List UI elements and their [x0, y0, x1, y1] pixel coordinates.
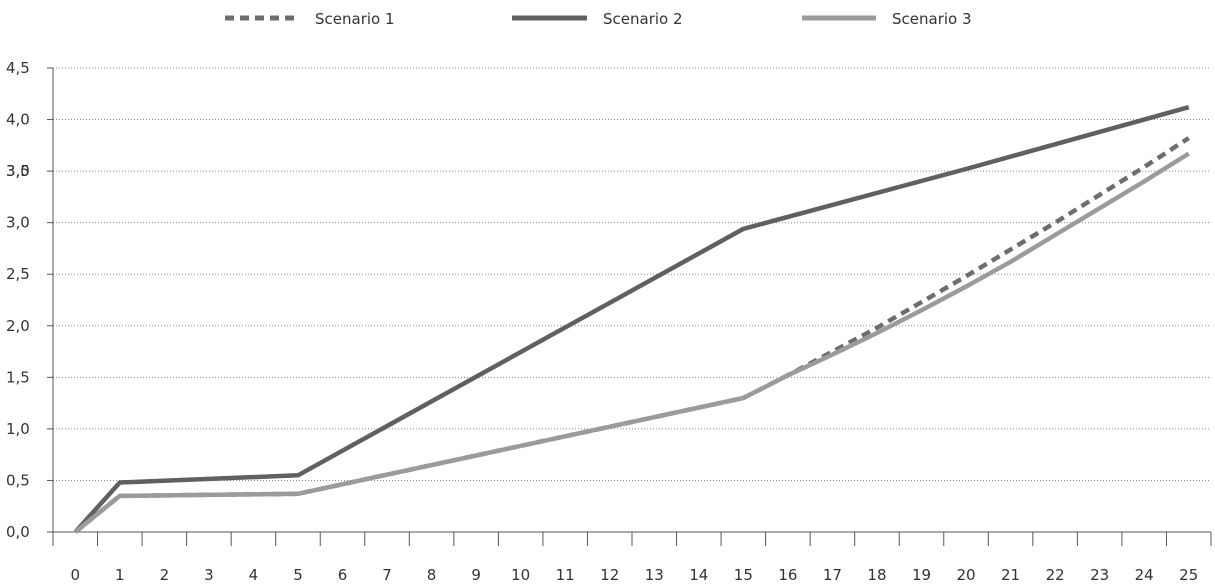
legend-item-scenario-1: Scenario 1: [225, 10, 395, 28]
x-tick-label: 19: [912, 566, 931, 584]
legend-label-scenario-1: Scenario 1: [315, 10, 395, 28]
x-tick-label: 4: [249, 566, 259, 584]
y-tick-label: 0,5: [6, 471, 30, 489]
x-tick-label: 12: [600, 566, 619, 584]
x-tick-label: 0: [70, 566, 80, 584]
y-tick-label: 4,0: [6, 111, 30, 129]
x-tick-label: 2: [160, 566, 170, 584]
series-line-3: [73, 151, 1190, 534]
x-tick-label: 25: [1179, 566, 1198, 584]
x-tick-label: 10: [511, 566, 530, 584]
x-tick-label: 17: [823, 566, 842, 584]
y-tick-label-overlap: 3,0: [6, 162, 30, 180]
series-line-1: [73, 136, 1190, 534]
x-tick-label: 13: [645, 566, 664, 584]
y-tick-label: 2,0: [6, 317, 30, 335]
x-axis: 0 1 2 3 4 5 6 7 8 9 10 11 12 13 14 15 16 17 18 19 20 21 22 23 24…: [52, 531, 1212, 584]
legend-label-scenario-3: Scenario 3: [892, 10, 972, 28]
y-tick-label: 3,5: [6, 162, 30, 180]
gridlines: [53, 67, 1211, 481]
x-tick-label: 22: [1046, 566, 1065, 584]
y-tick-label: 1,0: [6, 420, 30, 438]
x-tick-label: 18: [867, 566, 886, 584]
x-tick-label: 21: [1001, 566, 1020, 584]
x-tick-label: 1: [115, 566, 125, 584]
x-tick-label: 16: [778, 566, 797, 584]
x-tick-label: 9: [471, 566, 481, 584]
x-tick-label: 20: [956, 566, 975, 584]
legend: Scenario 1 Scenario 2 Scenario 3: [225, 10, 972, 28]
series-line-2: [73, 105, 1190, 534]
x-tick-label: 3: [204, 566, 214, 584]
legend-label-scenario-2: Scenario 2: [603, 10, 683, 28]
x-tick-label: 8: [427, 566, 437, 584]
x-tick-label: 23: [1090, 566, 1109, 584]
legend-item-scenario-2: Scenario 2: [512, 10, 683, 28]
x-tick-label: 5: [293, 566, 303, 584]
y-tick-label: 4,5: [6, 59, 30, 77]
legend-item-scenario-3: Scenario 3: [802, 10, 972, 28]
x-tick-label: 7: [382, 566, 392, 584]
x-tick-label: 6: [338, 566, 348, 584]
x-tick-label: 11: [556, 566, 575, 584]
x-tick-label: 24: [1135, 566, 1154, 584]
y-tick-label: 1,5: [6, 368, 30, 386]
x-tick-label: 15: [734, 566, 753, 584]
x-tick-label: 14: [689, 566, 708, 584]
y-tick-label: 2,5: [6, 265, 30, 283]
y-tick-label: 0,0: [6, 523, 30, 541]
y-tick-label: 3,0: [6, 214, 30, 232]
series-layer: [73, 105, 1190, 534]
y-axis: 0,00,51,01,52,02,53,03,54,04,53,0: [6, 59, 54, 541]
